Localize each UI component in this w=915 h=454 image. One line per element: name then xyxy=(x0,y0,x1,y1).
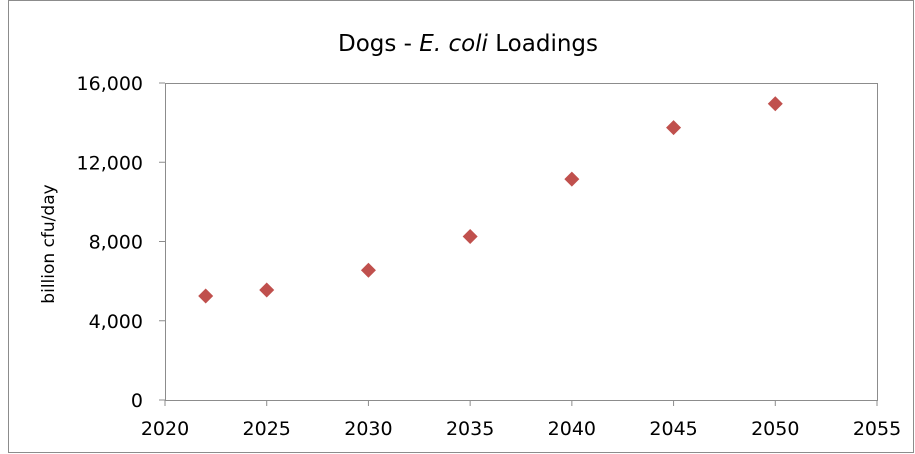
chart-frame xyxy=(8,0,914,453)
data-points xyxy=(198,96,783,304)
x-tick-label: 2025 xyxy=(243,418,291,440)
x-tick-label: 2050 xyxy=(751,418,799,440)
data-point-marker xyxy=(360,262,376,278)
y-tick-label: 0 xyxy=(131,390,143,412)
y-tick-label: 12,000 xyxy=(77,152,143,174)
data-point-marker xyxy=(767,96,783,112)
plot-area xyxy=(165,83,878,401)
x-tick-label: 2030 xyxy=(344,418,392,440)
chart-title: Dogs - E. coli Loadings xyxy=(338,31,598,57)
x-tick-label: 2040 xyxy=(548,418,596,440)
y-tick-label: 8,000 xyxy=(89,232,143,254)
x-tick-label: 2045 xyxy=(649,418,697,440)
y-axis: 0 4,000 8,000 12,000 16,000 xyxy=(77,73,165,412)
x-tick-label: 2035 xyxy=(446,418,494,440)
y-tick-label: 4,000 xyxy=(89,311,143,333)
data-point-marker xyxy=(462,229,478,245)
x-axis: 2020 2025 2030 2035 2040 2045 2050 2055 xyxy=(141,400,901,440)
data-point-marker xyxy=(259,282,275,298)
data-point-marker xyxy=(564,171,580,187)
x-tick-label: 2055 xyxy=(853,418,901,440)
x-tick-label: 2020 xyxy=(141,418,189,440)
y-tick-label: 16,000 xyxy=(77,73,143,95)
data-point-marker xyxy=(198,288,214,304)
y-axis-title: billion cfu/day xyxy=(39,184,59,303)
data-point-marker xyxy=(666,120,682,136)
